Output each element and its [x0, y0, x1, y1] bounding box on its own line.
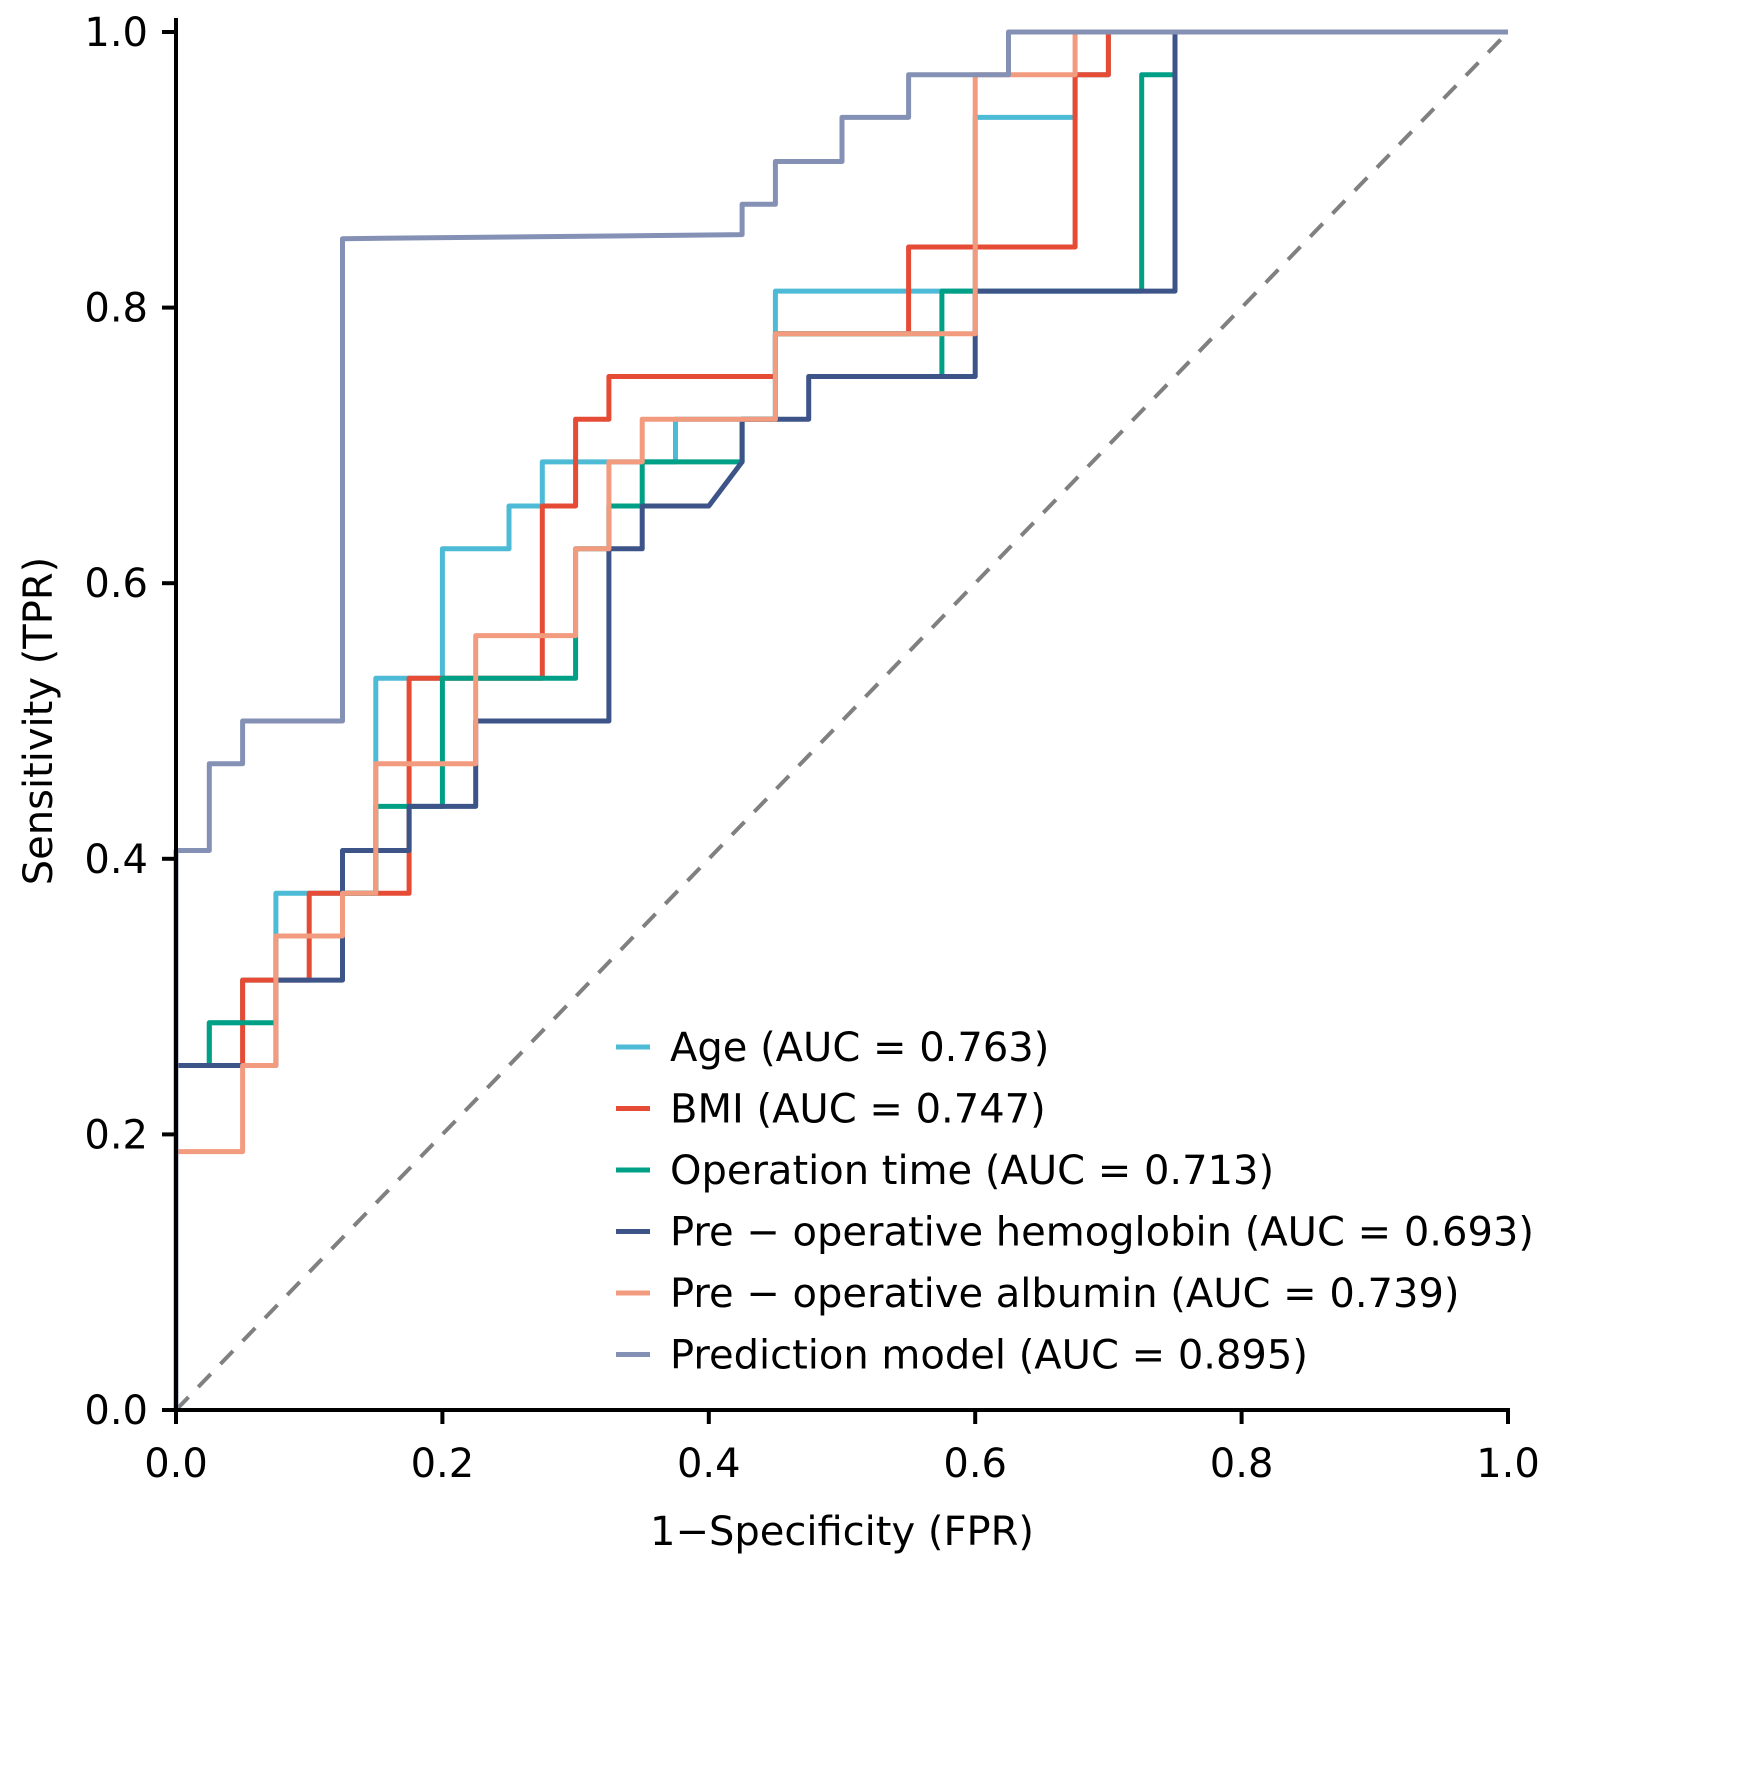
legend-item: Operation time (AUC = 0.713) — [616, 1148, 1274, 1194]
roc-curve-5 — [173, 29, 1508, 1410]
y-tick-label: 1.0 — [84, 10, 148, 56]
tick-layer: 0.0 0.2 0.4 0.6 0.8 1.0 0.0 0.2 0.4 0.6 0.8 1.0 — [84, 10, 1539, 1487]
legend-item: Pre − operative albumin (AUC = 0.739) — [616, 1271, 1460, 1317]
legend-item: Age (AUC = 0.763) — [616, 1025, 1049, 1071]
y-tick-label: 0.0 — [84, 1388, 148, 1434]
y-tick-label: 0.4 — [84, 837, 148, 883]
series-layer — [173, 29, 1508, 1410]
legend-label: Pre − operative hemoglobin (AUC = 0.693) — [670, 1210, 1534, 1256]
x-axis-label: 1−Specificity (FPR) — [650, 1509, 1034, 1555]
legend: Age (AUC = 0.763) BMI (AUC = 0.747) Operat… — [616, 1025, 1534, 1379]
legend-item: Pre − operative hemoglobin (AUC = 0.693) — [616, 1210, 1534, 1256]
y-tick-label: 0.8 — [84, 286, 148, 332]
legend-label: BMI (AUC = 0.747) — [670, 1087, 1046, 1133]
legend-label: Pre − operative albumin (AUC = 0.739) — [670, 1271, 1460, 1317]
legend-item: BMI (AUC = 0.747) — [616, 1087, 1046, 1133]
legend-label: Prediction model (AUC = 0.895) — [670, 1333, 1308, 1379]
x-tick-label: 0.0 — [144, 1441, 208, 1487]
y-axis-label: Sensitivity (TPR) — [16, 557, 62, 886]
roc-curve-6 — [173, 29, 1508, 1410]
legend-item: Prediction model (AUC = 0.895) — [616, 1333, 1308, 1379]
y-tick-label: 0.6 — [84, 561, 148, 607]
x-tick-label: 0.6 — [943, 1441, 1007, 1487]
x-tick-label: 1.0 — [1476, 1441, 1540, 1487]
x-tick-label: 0.8 — [1210, 1441, 1274, 1487]
x-tick-label: 0.4 — [677, 1441, 741, 1487]
x-tick-label: 0.2 — [411, 1441, 475, 1487]
legend-label: Age (AUC = 0.763) — [670, 1025, 1049, 1071]
y-tick-label: 0.2 — [84, 1112, 148, 1158]
axes-layer — [174, 18, 1510, 1412]
legend-label: Operation time (AUC = 0.713) — [670, 1148, 1274, 1194]
